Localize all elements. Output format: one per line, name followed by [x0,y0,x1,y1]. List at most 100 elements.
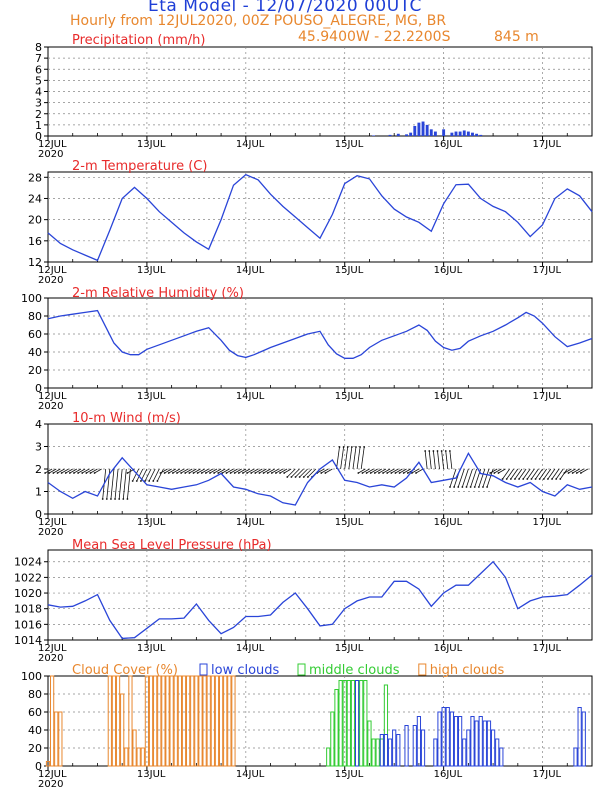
y-tick-label: 20 [28,364,42,377]
cloud-bar [140,747,145,767]
y-tick-label: 20 [28,742,42,755]
wind-barb-head [382,472,384,474]
cloud-bar [404,725,409,767]
y-tick-label: 3 [35,441,42,454]
wind-barb [514,468,523,480]
wind-barb [201,468,209,474]
wind-barb-head [126,498,129,500]
cloud-bar [218,675,224,767]
wind-barb-head [64,472,67,474]
precip-bar [421,121,425,136]
wind-barb [415,468,424,474]
wind-barb-head [440,450,443,452]
wind-barb-head [509,478,512,480]
cloud-bar [223,675,228,767]
wind-barb-head [68,472,71,474]
cloud-bar [342,680,347,767]
cloud-bar [202,675,207,767]
wind-barb [543,468,552,480]
cloud-series-low-clouds [354,680,586,767]
y-tick-label: 0 [35,382,42,395]
wind-barb-head [482,486,484,488]
wind-series-line [47,451,593,506]
wind-barb-head [324,472,327,474]
cloud-bar [169,675,174,767]
cloud-bar [120,693,125,767]
cloud-bar [367,720,372,767]
wind-barb-head [534,478,537,480]
wind-barb [362,468,370,474]
wind-barb-head [163,472,166,474]
wind-barb [580,468,589,474]
wind-barb-head [89,472,92,474]
wind-barb [299,468,308,478]
wind-barb-head [188,472,191,474]
wind-barb [160,468,168,474]
precip-bar [471,132,474,136]
cloud-bar [338,680,343,767]
wind-barb [53,468,61,474]
y-tick-label: 2 [35,108,42,121]
wind-barb [295,468,304,478]
x-tick-label: 16JUL [434,391,463,402]
wind-barb [263,468,271,474]
wind-barb [360,446,365,470]
wind-barb-head [302,476,305,478]
wind-barb-head [242,472,244,474]
wind-barb [403,468,411,474]
legend-label: high clouds [430,663,505,678]
precip-bar [442,129,446,136]
wind-barb-head [359,446,361,448]
wind-barb-head [342,446,345,448]
cloud-bar [499,747,504,767]
cloud-bar [490,729,496,767]
cloud-panel: 0 20 40 60 80 100 12JUL 13JUL 14JUL 15JUL 16JUL 17J… [21,663,593,790]
x-tick-label: 16JUL [434,517,463,528]
wind-barb-head [209,472,211,474]
wind-barb-head [555,478,558,480]
rh-panel: 0 20 40 60 80 100 12JUL 13JUL 14JUL 15JUL 16JUL 17J… [21,286,593,412]
wind-barb-head [501,478,504,480]
wind-barb [428,450,432,470]
year-label: 2020 [38,653,63,664]
x-tick-label: 15JUL [335,139,364,150]
wind-barb-head [469,486,472,488]
wind-barb-head [551,478,553,480]
panel-title: Mean Sea Level Pressure (hPa) [72,538,272,553]
wind-barb [568,468,576,474]
cloud-bar [330,711,335,767]
year-label: 2020 [38,401,63,412]
cloud-bar [495,738,500,767]
year-label: 2020 [38,779,63,790]
wind-barb-head [286,476,289,478]
wind-barb-head [192,472,195,474]
wind-barb [286,468,296,478]
cloud-bar [420,729,426,767]
wind-barb [114,468,119,500]
wind-barb [457,468,465,488]
wind-barb [61,468,69,474]
wind-barb-head [448,450,451,452]
wind-barb-head [493,472,496,474]
wind-barb-head [350,446,353,448]
wind-barb [238,468,247,474]
rh-series-line [47,309,593,359]
cloud-bar [181,675,187,767]
cloud-bar [441,707,446,767]
wind-barb [510,468,519,480]
wind-barb-head [346,446,349,448]
cloud-bar [466,729,471,767]
cloud-bar [210,675,215,767]
y-tick-label: 6 [35,63,42,76]
chart-header: Eta Model - 12/07/2020 00UTC Hourly from… [0,0,612,48]
x-tick-label: 17JUL [533,391,562,402]
wind-barb-head [44,472,47,474]
wind-barb [267,468,275,474]
wind-barb [44,468,53,474]
cloud-bar [449,711,454,767]
wind-barb-head [457,486,460,488]
cloud-bar [350,680,356,767]
wind-barb-head [432,450,435,452]
wind-barb-head [167,472,170,474]
wind-barb [303,468,313,478]
